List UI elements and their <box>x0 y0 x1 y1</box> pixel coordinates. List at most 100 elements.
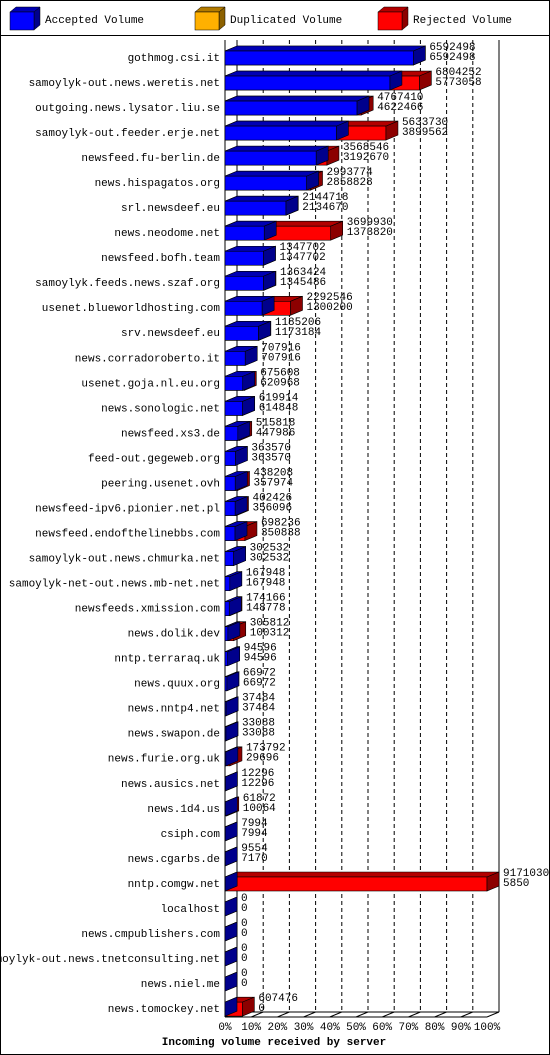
y-tick-label: usenet.goja.nl.eu.org <box>81 378 220 390</box>
bar <box>224 596 242 617</box>
y-tick-label: peering.usenet.ovh <box>101 478 220 490</box>
y-tick-label: news.ausics.net <box>121 779 220 791</box>
x-tick <box>355 1011 369 1018</box>
bar-side <box>263 270 276 291</box>
value-label-accepted: 357974 <box>254 477 294 489</box>
bar-side <box>242 370 256 391</box>
value-label-accepted: 614848 <box>259 402 299 414</box>
x-tick <box>460 1011 473 1018</box>
x-tick-label: 20% <box>267 1022 287 1034</box>
bar-side <box>233 546 246 567</box>
y-tick-label: news.sonologic.net <box>101 403 220 415</box>
bar <box>224 946 238 967</box>
value-label-accepted: 7170 <box>241 853 267 865</box>
value-label-total: 2993774 <box>327 167 374 179</box>
value-label-accepted: 148778 <box>246 603 286 615</box>
value-label-accepted: 7994 <box>241 828 268 840</box>
value-label-total: 9554 <box>241 843 268 855</box>
bar-side <box>234 521 248 542</box>
value-label-total: 1185206 <box>275 317 321 329</box>
y-tick-label: samoylyk.feeds.news.szaf.org <box>35 278 220 290</box>
y-tick-label: news.neodome.net <box>114 228 220 240</box>
value-label-accepted: 10064 <box>243 803 276 815</box>
bar-front <box>224 100 358 116</box>
y-tick-label: news.cgarbs.de <box>128 854 220 866</box>
x-tick-label: 80% <box>425 1022 445 1034</box>
bar <box>224 971 238 992</box>
bar-side <box>227 621 241 642</box>
value-label-accepted: 0 <box>258 1003 265 1015</box>
bar-front <box>224 225 265 241</box>
bar <box>224 846 238 867</box>
bar <box>224 696 239 717</box>
legend-label: Rejected Volume <box>413 15 512 27</box>
value-label-accepted: 94596 <box>244 653 277 665</box>
value-label-accepted: 5850 <box>503 878 529 890</box>
value-label-total: 6592498 <box>429 42 475 54</box>
bar-side <box>413 45 426 66</box>
bar-side <box>389 70 403 91</box>
bar <box>224 295 275 316</box>
bar-side <box>225 746 239 767</box>
bar <box>224 320 271 341</box>
value-label-accepted: 33088 <box>242 728 275 740</box>
y-tick-label: feed-out.gegeweb.org <box>88 453 220 465</box>
value-label-accepted: 2858828 <box>327 177 373 189</box>
y-tick-label: news.cmpublishers.com <box>81 929 220 941</box>
value-label-total: 707916 <box>261 342 301 354</box>
value-label-accepted: 1345486 <box>280 277 326 289</box>
bar-side <box>228 596 242 617</box>
bar-top <box>224 145 329 152</box>
bar <box>224 896 238 917</box>
bar <box>224 721 239 742</box>
bar-side <box>263 220 277 241</box>
bar-side <box>234 471 248 491</box>
y-tick-label: newsfeed.bofh.team <box>101 253 220 265</box>
value-label-accepted: 620968 <box>260 377 300 389</box>
x-tick-label: 0% <box>218 1022 232 1034</box>
bar-front <box>224 300 263 316</box>
bar-front <box>224 601 230 616</box>
value-label-accepted: 6592498 <box>429 52 475 64</box>
bar-side <box>290 295 303 316</box>
bar <box>224 95 370 116</box>
value-label-total: 438208 <box>254 467 294 479</box>
value-label-total: 2144718 <box>302 192 348 204</box>
value-label-total: 402426 <box>252 492 292 504</box>
x-axis-title: Incoming volume received by server <box>162 1037 386 1049</box>
x-tick-label: 90% <box>451 1022 471 1034</box>
bar-side <box>224 846 238 867</box>
value-label-accepted: 0 <box>241 978 248 990</box>
bar-front <box>224 476 236 491</box>
bar-front <box>224 50 414 66</box>
value-label-total: 305812 <box>250 618 290 630</box>
value-label-accepted: 356096 <box>252 502 292 514</box>
value-label-accepted: 363570 <box>251 452 291 464</box>
y-tick-label: news.quux.org <box>134 679 220 691</box>
value-label-total: 3568546 <box>343 142 389 154</box>
value-label-total: 3699930 <box>347 217 393 229</box>
bar <box>224 746 239 767</box>
legend-swatch <box>194 11 220 31</box>
value-label-total: 1363424 <box>280 267 327 279</box>
legend-label: Duplicated Volume <box>230 15 342 27</box>
value-label-accepted: 12296 <box>241 778 274 790</box>
bar-side <box>226 671 240 692</box>
bar <box>224 521 248 542</box>
value-label-accepted: 0 <box>241 928 248 940</box>
bar-front <box>224 426 239 441</box>
x-tick <box>434 1011 447 1018</box>
y-tick-label: news.nntp4.net <box>128 704 220 716</box>
bar-front <box>224 526 236 541</box>
bar-side <box>242 996 255 1017</box>
bar-top <box>224 45 426 52</box>
bar <box>224 871 238 892</box>
bar <box>224 871 500 892</box>
bar <box>224 120 349 141</box>
x-tick-label: 30% <box>294 1022 314 1034</box>
value-label-total: 619914 <box>259 392 299 404</box>
value-label-accepted: 29696 <box>246 753 279 765</box>
bar <box>224 996 238 1017</box>
y-tick-label: news.dolik.dev <box>128 629 221 641</box>
